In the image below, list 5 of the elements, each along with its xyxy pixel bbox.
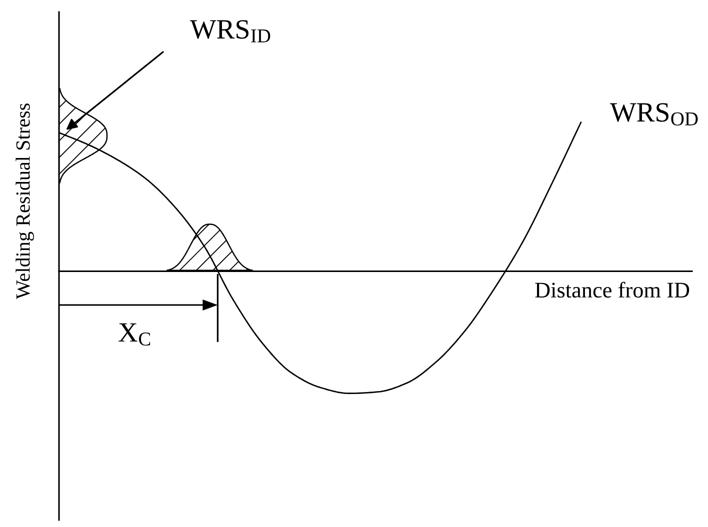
x-axis-title: Distance from ID xyxy=(535,282,690,298)
y-axis-title: Welding Residual Stress xyxy=(16,104,34,300)
annotation: X$_{C}$ xyxy=(118,323,150,346)
text: WRS$_{OD}$ xyxy=(610,103,698,126)
text: WRS$_{ID}$ xyxy=(190,20,270,42)
